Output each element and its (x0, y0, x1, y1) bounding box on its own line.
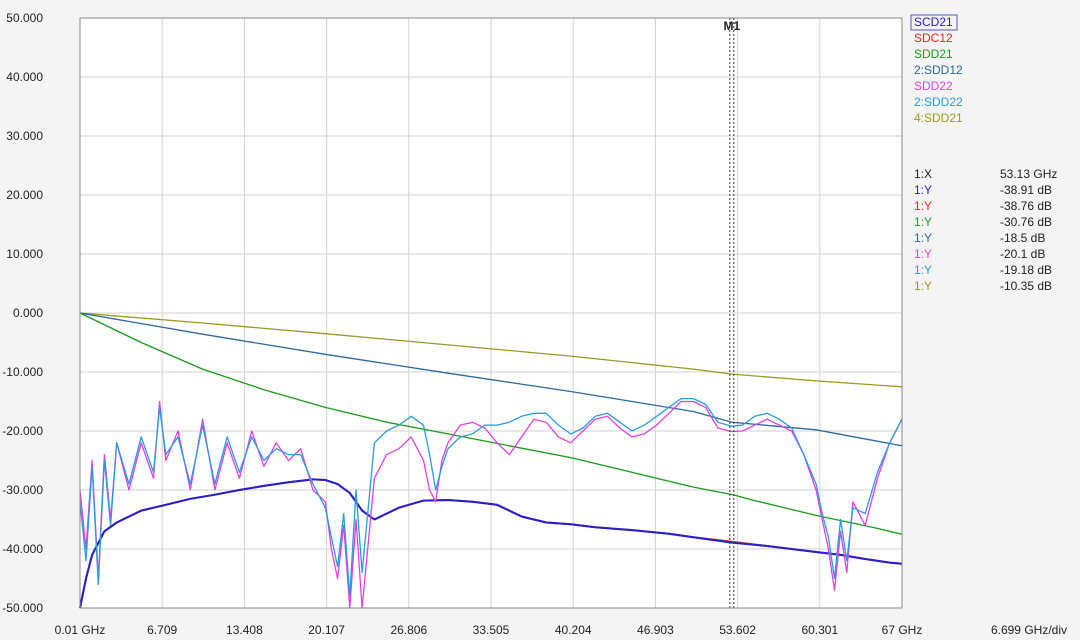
x-tick-label: 60.301 (801, 623, 838, 637)
marker-layer: M1 (723, 18, 740, 608)
y-tick-label: -40.000 (2, 542, 43, 556)
y-tick-label: -10.000 (2, 365, 43, 379)
series-scd21 (79, 478, 903, 609)
x-tick-label: 67 GHz (882, 623, 923, 637)
x-tick-label: 20.107 (308, 623, 345, 637)
legend-entry: SDD22 (914, 79, 953, 93)
x-tick-label: 6.709 (147, 623, 177, 637)
readout-value: -38.76 dB (1000, 199, 1052, 213)
series-sdd21 (79, 312, 903, 535)
legend-entry: SDD21 (914, 47, 953, 61)
y-tick-label: 0.000 (13, 306, 43, 320)
legend-entry: 2:SDD12 (914, 63, 963, 77)
y-tick-label: 30.000 (6, 129, 43, 143)
readout-label: 1:X (914, 167, 932, 181)
y-tick-label: -20.000 (2, 424, 43, 438)
x-axis: 0.01 GHz 6.709 13.408 20.107 26.806 33.505 40.… (55, 623, 923, 637)
x-tick-label: 53.602 (719, 623, 756, 637)
y-tick-label: -50.000 (2, 601, 43, 615)
readout-value: 53.13 GHz (1000, 167, 1057, 181)
y-axis: 50.000 40.000 30.000 20.000 10.000 0.000 -10.0… (2, 11, 43, 615)
marker-label: M1 (723, 19, 740, 33)
series-sdd22 (79, 400, 903, 609)
readout-value: -20.1 dB (1000, 247, 1045, 261)
readout-value: -30.76 dB (1000, 215, 1052, 229)
y-tick-label: 10.000 (6, 247, 43, 261)
y-tick-label: 20.000 (6, 188, 43, 202)
y-tick-label: -30.000 (2, 483, 43, 497)
marker-readout: 1:X 53.13 GHz 1:Y -38.91 dB 1:Y -38.76 dB 1:Y -… (914, 167, 1057, 293)
readout-label: 1:Y (914, 215, 932, 229)
legend: SCD21 SDC12 SDD21 2:SDD12 SDD22 2:SDD22 4:SDD2… (910, 14, 963, 125)
y-tick-label: 50.000 (6, 11, 43, 25)
x-div-label: 6.699 GHz/div (991, 623, 1067, 637)
readout-label: 1:Y (914, 231, 932, 245)
legend-selected-box (910, 14, 958, 31)
series-2-sdd22 (79, 397, 903, 597)
readout-label: 1:Y (914, 183, 932, 197)
legend-entry: SDC12 (914, 31, 953, 45)
readout-label: 1:Y (914, 279, 932, 293)
readout-value: -19.18 dB (1000, 263, 1052, 277)
readout-value: -38.91 dB (1000, 183, 1052, 197)
x-tick-label: 33.505 (473, 623, 510, 637)
readout-value: -18.5 dB (1000, 231, 1045, 245)
readout-value: -10.35 dB (1000, 279, 1052, 293)
x-tick-label: 46.903 (637, 623, 674, 637)
readout-label: 1:Y (914, 263, 932, 277)
x-tick-label: 13.408 (226, 623, 263, 637)
plot-frame (79, 17, 903, 609)
legend-entry: 2:SDD22 (914, 95, 963, 109)
x-tick-label: 40.204 (555, 623, 592, 637)
x-tick-label: 26.806 (390, 623, 427, 637)
x-tick-label: 0.01 GHz (55, 623, 106, 637)
series-layer (79, 312, 903, 609)
readout-label: 1:Y (914, 247, 932, 261)
legend-entry: 4:SDD21 (914, 111, 963, 125)
series-2-sdd12 (79, 312, 903, 447)
legend-entry: SCD21 (914, 15, 953, 29)
series-4-sdd21 (79, 312, 903, 388)
readout-label: 1:Y (914, 199, 932, 213)
y-tick-label: 40.000 (6, 70, 43, 84)
